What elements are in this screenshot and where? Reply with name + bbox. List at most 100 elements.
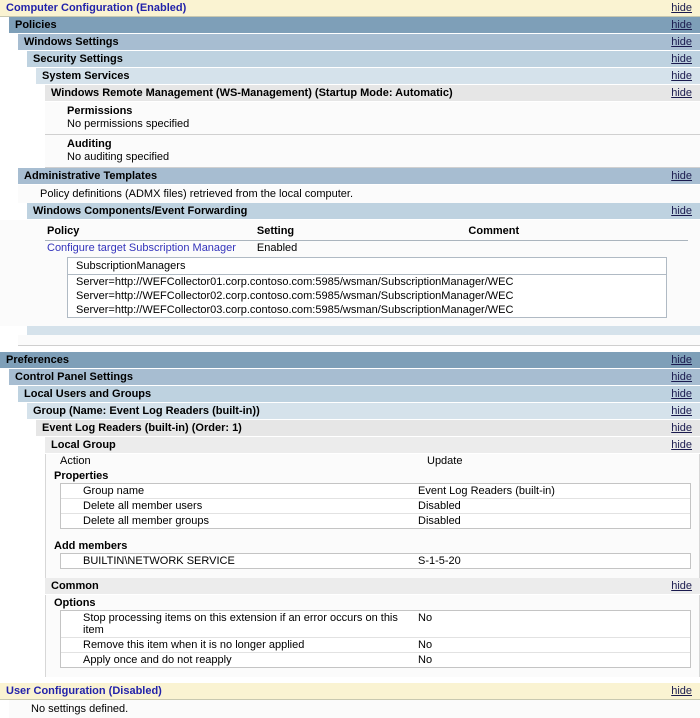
section-group[interactable]: Group (Name: Event Log Readers (built-in… <box>27 403 700 420</box>
section-control-panel-settings[interactable]: Control Panel Settings hide <box>9 369 700 386</box>
option-label: Apply once and do not reapply <box>83 654 232 666</box>
options-spacer <box>46 668 699 677</box>
administrative-templates-note-wrap: Policy definitions (ADMX files) retrieve… <box>18 185 700 203</box>
policy-table: Policy Setting Comment Configure target … <box>45 224 688 255</box>
section-title-event-forwarding: Windows Components/Event Forwarding <box>33 205 248 217</box>
policy-table-header-row: Policy Setting Comment <box>45 224 688 241</box>
hide-link-control-panel-settings[interactable]: hide <box>671 371 692 383</box>
section-system-services[interactable]: System Services hide <box>36 68 700 85</box>
permissions-block: Permissions No permissions specified <box>45 102 700 135</box>
admx-note: Policy definitions (ADMX files) retrieve… <box>18 185 700 203</box>
section-windows-settings[interactable]: Windows Settings hide <box>18 34 700 51</box>
hide-link-wsman-service[interactable]: hide <box>671 87 692 99</box>
list-item: Server=http://WEFCollector01.corp.contos… <box>68 275 666 289</box>
section-title-group: Group (Name: Event Log Readers (built-in… <box>33 405 260 417</box>
administrative-templates-sect-foot <box>18 335 700 346</box>
permissions-value: No permissions specified <box>67 118 190 130</box>
section-policies[interactable]: Policies hide <box>9 17 700 34</box>
add-members-box: BUILTIN\NETWORK SERVICE S-1-5-20 <box>60 553 691 569</box>
table-row: Delete all member users Disabled <box>61 499 690 514</box>
section-title-computer-configuration: Computer Configuration (Enabled) <box>6 2 187 14</box>
action-label: Action <box>60 455 91 467</box>
common-body: Options Stop processing items on this ex… <box>45 595 700 677</box>
local-group-body: Action Update Properties Group name Even… <box>45 454 700 578</box>
option-value: No <box>418 612 433 624</box>
subscription-managers-box: SubscriptionManagers Server=http://WEFCo… <box>67 257 667 318</box>
section-administrative-templates[interactable]: Administrative Templates hide <box>18 168 700 185</box>
hide-link-policies[interactable]: hide <box>671 19 692 31</box>
col-header-comment: Comment <box>466 224 688 241</box>
properties-table: Group name Event Log Readers (built-in) … <box>61 484 690 528</box>
hide-link-security-settings[interactable]: hide <box>671 53 692 65</box>
section-title-windows-settings: Windows Settings <box>24 36 119 48</box>
auditing-block: Auditing No auditing specified <box>45 135 700 168</box>
hide-link-computer-configuration[interactable]: hide <box>671 2 692 14</box>
list-item: Server=http://WEFCollector03.corp.contos… <box>68 303 666 317</box>
hide-link-user-configuration[interactable]: hide <box>671 685 692 697</box>
options-box: Stop processing items on this extension … <box>60 610 691 668</box>
section-preferences[interactable]: Preferences hide <box>0 352 700 369</box>
property-label: Delete all member users <box>83 500 203 512</box>
hide-link-preferences[interactable]: hide <box>671 354 692 366</box>
section-title-control-panel-settings: Control Panel Settings <box>15 371 133 383</box>
hide-link-group[interactable]: hide <box>671 405 692 417</box>
option-value: No <box>418 639 433 651</box>
table-row: Apply once and do not reapply No <box>61 653 690 668</box>
option-value: No <box>418 654 433 666</box>
policy-link-subscription-manager[interactable]: Configure target Subscription Manager <box>47 242 236 254</box>
hide-link-event-forwarding[interactable]: hide <box>671 205 692 217</box>
policy-cell-comment <box>466 241 688 256</box>
section-event-forwarding[interactable]: Windows Components/Event Forwarding hide <box>27 203 700 220</box>
event-forwarding-footer <box>27 326 700 335</box>
section-title-administrative-templates: Administrative Templates <box>24 170 158 182</box>
member-label: BUILTIN\NETWORK SERVICE <box>83 555 235 567</box>
subscription-managers-header: SubscriptionManagers <box>68 258 666 275</box>
table-row: Configure target Subscription Manager En… <box>45 241 688 256</box>
table-row: Delete all member groups Disabled <box>61 514 690 529</box>
section-common[interactable]: Common hide <box>45 578 700 595</box>
table-row: Group name Event Log Readers (built-in) <box>61 484 690 499</box>
options-label: Options <box>54 597 96 609</box>
col-header-setting: Setting <box>254 224 467 241</box>
permissions-label: Permissions <box>67 105 133 117</box>
section-local-group[interactable]: Local Group hide <box>45 437 700 454</box>
option-label: Remove this item when it is no longer ap… <box>83 639 305 651</box>
hide-link-group-item[interactable]: hide <box>671 422 692 434</box>
local-group-action-table: Action Update <box>46 454 699 468</box>
section-title-local-group: Local Group <box>51 439 116 451</box>
policy-cell-setting: Enabled <box>256 242 298 254</box>
member-sid: S-1-5-20 <box>418 555 461 567</box>
add-members-table: BUILTIN\NETWORK SERVICE S-1-5-20 <box>61 554 690 568</box>
property-value: Disabled <box>418 500 461 512</box>
options-table: Stop processing items on this extension … <box>61 611 690 667</box>
section-title-policies: Policies <box>15 19 57 31</box>
property-label: Delete all member groups <box>83 515 209 527</box>
section-local-users-and-groups[interactable]: Local Users and Groups hide <box>18 386 700 403</box>
table-row: Stop processing items on this extension … <box>61 611 690 638</box>
auditing-label: Auditing <box>67 138 112 150</box>
hide-link-administrative-templates[interactable]: hide <box>671 170 692 182</box>
hide-link-system-services[interactable]: hide <box>671 70 692 82</box>
section-title-system-services: System Services <box>42 70 130 82</box>
table-row: BUILTIN\NETWORK SERVICE S-1-5-20 <box>61 554 690 568</box>
section-group-item[interactable]: Event Log Readers (built-in) (Order: 1) … <box>36 420 700 437</box>
section-title-preferences: Preferences <box>6 354 69 366</box>
hide-link-common[interactable]: hide <box>671 580 692 592</box>
policy-cell-name: Configure target Subscription Manager <box>45 241 255 256</box>
section-gap-1 <box>0 346 700 352</box>
properties-label: Properties <box>54 470 109 482</box>
section-computer-configuration[interactable]: Computer Configuration (Enabled) hide <box>0 0 700 17</box>
section-security-settings[interactable]: Security Settings hide <box>27 51 700 68</box>
table-row: Remove this item when it is no longer ap… <box>61 638 690 653</box>
hide-link-local-group[interactable]: hide <box>671 439 692 451</box>
section-title-common: Common <box>51 580 99 592</box>
section-wsman-service[interactable]: Windows Remote Management (WS-Management… <box>45 85 700 102</box>
hide-link-local-users-and-groups[interactable]: hide <box>671 388 692 400</box>
section-user-configuration[interactable]: User Configuration (Disabled) hide <box>0 683 700 700</box>
wsman-service-body: Permissions No permissions specified Aud… <box>45 102 700 168</box>
table-row: Action Update <box>46 454 699 468</box>
hide-link-windows-settings[interactable]: hide <box>671 36 692 48</box>
action-value: Update <box>427 455 463 467</box>
property-value: Disabled <box>418 515 461 527</box>
properties-box: Group name Event Log Readers (built-in) … <box>60 483 691 529</box>
